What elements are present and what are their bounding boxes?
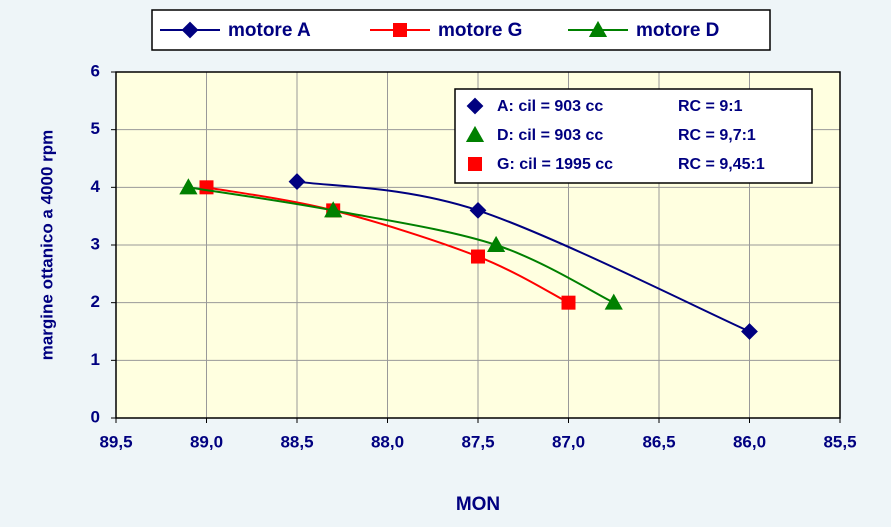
y-axis-label: margine ottanico a 4000 rpm: [37, 130, 56, 361]
y-tick-label: 1: [91, 350, 100, 369]
x-tick-label: 88,0: [371, 432, 404, 451]
x-tick-label: 85,5: [823, 432, 856, 451]
marker: [487, 235, 506, 252]
y-tick-label: 0: [91, 407, 100, 426]
marker: [471, 249, 485, 264]
marker: [741, 323, 758, 340]
annotation-box: [454, 88, 813, 184]
marker: [588, 20, 608, 37]
y-tick-label: 3: [91, 234, 100, 253]
annotation-text: G: cil = 1995 cc: [497, 156, 613, 173]
annotation-text: D: cil = 903 cc: [497, 127, 603, 144]
series-line: [206, 186, 569, 304]
annotation-ratio: RC = 9:1: [678, 98, 743, 115]
series-line: [296, 180, 750, 333]
marker: [179, 178, 198, 195]
legend-label: motore D: [636, 20, 719, 41]
x-tick-label: 86,0: [733, 432, 766, 451]
x-tick-label: 87,5: [461, 432, 494, 451]
marker: [324, 201, 343, 218]
y-tick-label: 5: [91, 119, 100, 138]
x-tick-label: 86,5: [642, 432, 675, 451]
y-tick-label: 6: [91, 61, 100, 80]
plot-border: [115, 71, 841, 419]
annotation-ratio: RC = 9,45:1: [678, 156, 765, 173]
legend-box: [151, 9, 771, 51]
x-tick-label: 89,0: [190, 432, 223, 451]
marker: [469, 202, 487, 219]
x-tick-label: 88,5: [280, 432, 313, 451]
marker: [561, 295, 576, 310]
marker: [466, 97, 484, 115]
marker: [288, 173, 306, 190]
annotation-ratio: RC = 9,7:1: [678, 127, 756, 144]
y-tick-label: 4: [91, 177, 101, 196]
marker: [604, 293, 623, 310]
marker: [393, 23, 407, 37]
marker: [468, 157, 482, 171]
series-line: [188, 186, 615, 304]
legend-label: motore A: [228, 20, 311, 41]
x-tick-label: 87,0: [552, 432, 585, 451]
marker: [465, 125, 485, 142]
annotation-text: A: cil = 903 cc: [497, 98, 603, 115]
marker: [181, 21, 199, 39]
marker: [199, 180, 214, 195]
legend-label: motore G: [438, 20, 522, 41]
x-axis-label: MON: [456, 494, 500, 515]
y-tick-label: 2: [91, 292, 100, 311]
x-tick-label: 89,5: [99, 432, 132, 451]
